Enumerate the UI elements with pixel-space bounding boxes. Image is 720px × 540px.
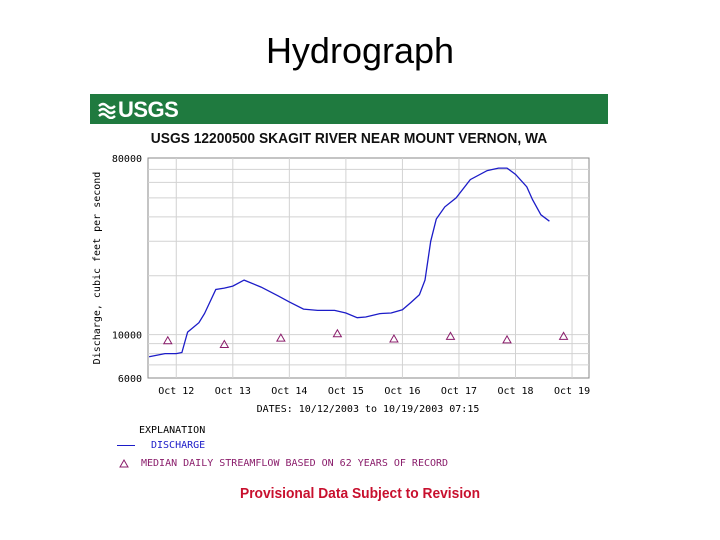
y-tick-label: 6000 bbox=[118, 374, 142, 385]
x-tick-label: Oct 13 bbox=[215, 386, 251, 397]
discharge-line bbox=[148, 167, 550, 358]
x-tick-label: Oct 17 bbox=[441, 386, 477, 397]
usgs-logo-text: USGS bbox=[118, 97, 179, 122]
x-tick-label: Oct 14 bbox=[271, 386, 307, 397]
x-tick-label: Oct 15 bbox=[328, 386, 364, 397]
slide-title: Hydrograph bbox=[265, 30, 455, 71]
legend-entry-discharge: DISCHARGE bbox=[117, 440, 205, 451]
discharge-series bbox=[148, 167, 550, 358]
legend-label-discharge: DISCHARGE bbox=[151, 440, 206, 451]
x-tick-label: Oct 12 bbox=[158, 386, 194, 397]
chart-title: USGS 12200500 SKAGIT RIVER NEAR MOUNT VE… bbox=[150, 130, 548, 147]
x-tick-label: Oct 19 bbox=[554, 386, 590, 397]
legend-entry-median: MEDIAN DAILY STREAMFLOW BASED ON 62 YEAR… bbox=[119, 458, 448, 469]
triangle-icon bbox=[119, 458, 129, 467]
horizontal-gridlines bbox=[148, 168, 589, 366]
median-point bbox=[332, 328, 343, 338]
median-point bbox=[219, 339, 230, 349]
x-tick-labels: Oct 12 Oct 13 Oct 14 Oct 15 Oct 16 Oct 17 Oct … bbox=[158, 386, 590, 397]
y-tick-label: 10000 bbox=[112, 331, 142, 342]
median-series bbox=[162, 328, 569, 349]
usgs-logo: USGS bbox=[98, 97, 179, 123]
median-point bbox=[445, 331, 456, 340]
y-axis-label: Discharge, cubic feet per second bbox=[92, 172, 103, 365]
legend-label-median: MEDIAN DAILY STREAMFLOW BASED ON 62 YEAR… bbox=[141, 458, 449, 469]
provisional-notice: Provisional Data Subject to Revision bbox=[239, 485, 481, 502]
legend-line-swatch bbox=[117, 444, 135, 446]
median-point bbox=[162, 335, 173, 345]
median-point bbox=[558, 331, 569, 340]
y-tick-label: 80000 bbox=[112, 154, 142, 165]
usgs-banner: USGS bbox=[90, 94, 608, 124]
usgs-wave-icon bbox=[98, 102, 116, 119]
x-axis-label: DATES: 10/12/2003 to 10/19/2003 07:15 bbox=[257, 404, 480, 415]
median-point bbox=[502, 334, 512, 344]
x-tick-label: Oct 16 bbox=[384, 386, 420, 397]
x-tick-label: Oct 18 bbox=[497, 386, 533, 397]
legend-title: EXPLANATION bbox=[139, 425, 206, 436]
plot-area bbox=[147, 157, 590, 379]
median-point bbox=[276, 333, 286, 342]
median-point bbox=[389, 333, 399, 343]
y-tick-labels: 6000 10000 80000 bbox=[112, 154, 142, 385]
